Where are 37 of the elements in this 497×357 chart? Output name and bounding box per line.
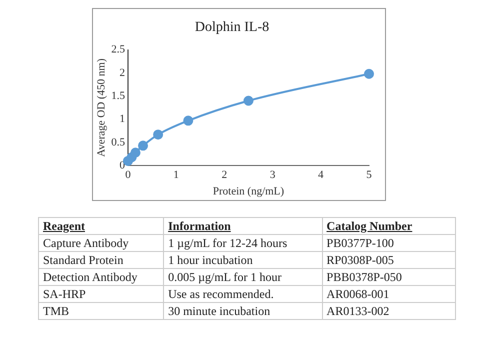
text: Use as recommended. [164,286,322,302]
text: Information [164,218,322,234]
y-tick-label: 2.5 [111,44,126,56]
text: Detection Antibody [38,268,164,286]
point [153,130,164,140]
text: Catalog Number [322,218,456,234]
text: TMB [38,302,164,320]
text: PBB0378P-050 [322,268,456,286]
x-tick-label: 3 [270,169,276,182]
text: SA-HRP [38,286,164,302]
text: Reagent [38,218,164,234]
y-tick-label: 2 [119,66,125,79]
text: 30 minute incubation [164,302,322,320]
point [138,140,148,151]
x-axis-title: Protein (ng/mL) [212,185,284,198]
text: AR0068-001 [322,286,456,302]
point [130,148,140,158]
x-tick-label: 4 [318,169,324,182]
text: 0.005 µg/mL for 1 hour [164,268,322,286]
text: PB0377P-100 [322,234,456,252]
y-tick-label: 0.5 [111,136,126,148]
text: Standard Protein [38,252,164,268]
x-tick-label: 1 [173,169,179,182]
chart-title: Dolphin IL-8 [194,20,270,36]
text: 1 hour incubation [164,252,322,268]
text: Capture Antibody [38,234,164,252]
point [364,68,374,79]
y-tick-label: 1 [119,113,125,126]
y-tick-label: 1.5 [111,90,126,102]
y-axis-title: Average OD (450 nm) [95,58,108,157]
text: AR0133-002 [322,302,456,320]
point [183,116,194,126]
x-tick-label: 5 [366,169,372,182]
text: 1 µg/mL for 12-24 hours [164,234,322,252]
point [243,96,254,106]
text: RP0308P-005 [322,252,456,268]
x-tick-label: 2 [222,169,228,182]
